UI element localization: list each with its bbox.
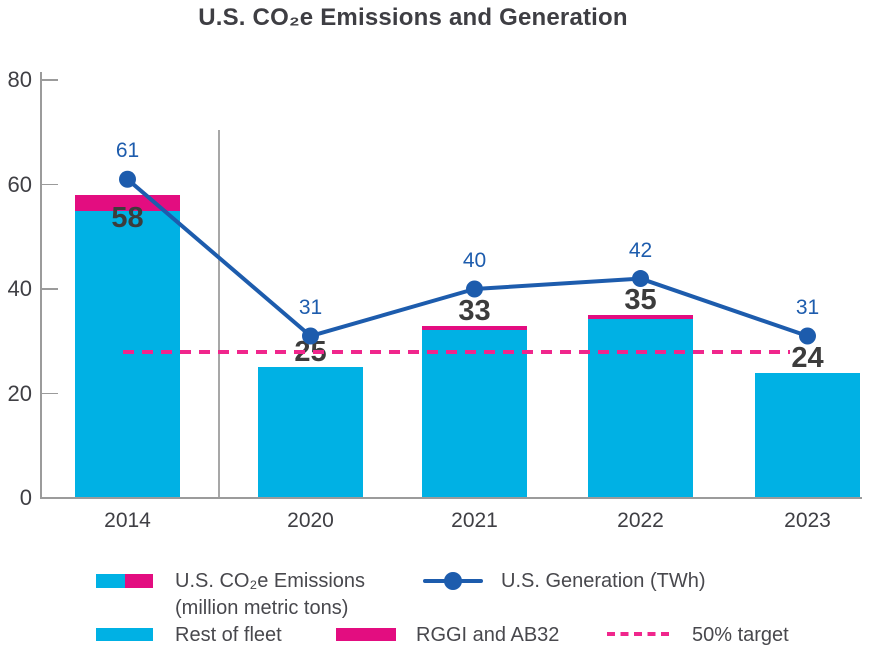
bar-value-label: 35	[624, 284, 657, 317]
y-axis-tick	[40, 392, 58, 395]
generation-line-path	[126, 177, 809, 339]
generation-data-point	[799, 327, 816, 345]
y-tick-label: 60	[7, 171, 32, 197]
bar-segment-rggi-ab32	[422, 325, 527, 330]
bar-segment-rggi-ab32	[588, 315, 693, 320]
y-axis-tick	[40, 183, 58, 186]
y-tick-label: 80	[7, 67, 32, 92]
bar-segment-rest-of-fleet	[258, 367, 363, 498]
generation-data-point	[632, 270, 649, 288]
bar-value-label: 24	[791, 341, 824, 374]
bar-segment-rest-of-fleet	[755, 372, 860, 498]
x-axis-label: 2023	[784, 509, 831, 532]
generation-data-point	[119, 170, 136, 188]
bar-segment-rest-of-fleet	[422, 329, 527, 498]
bar-segment-rest-of-fleet	[75, 210, 180, 498]
line-value-label: 31	[795, 296, 820, 320]
y-axis-tick	[40, 288, 58, 290]
generation-data-point	[302, 327, 319, 345]
y-axis-line	[40, 72, 42, 498]
bar-value-label: 58	[111, 201, 144, 234]
period-separator-line	[218, 130, 220, 498]
generation-data-point	[466, 280, 483, 298]
line-value-label: 31	[298, 296, 323, 320]
bar-segment-rggi-ab32	[75, 194, 180, 211]
x-axis-label: 2021	[451, 509, 498, 532]
y-tick-label: 40	[7, 276, 32, 301]
bar-value-label: 33	[458, 294, 491, 327]
x-axis-label: 2014	[104, 509, 151, 532]
line-value-label: 42	[628, 238, 653, 262]
line-value-label: 40	[462, 249, 487, 272]
x-axis-line	[40, 497, 862, 499]
line-value-label: 61	[115, 139, 140, 163]
x-axis-label: 2020	[287, 509, 334, 532]
chart-title: U.S. CO₂e Emissions and Generation	[198, 4, 628, 31]
y-tick-label: 0	[19, 485, 32, 510]
y-tick-label: 20	[7, 380, 32, 406]
bar-segment-rest-of-fleet	[588, 319, 693, 498]
x-axis-label: 2022	[617, 509, 664, 532]
y-axis-tick	[40, 79, 58, 81]
target-line	[123, 349, 790, 354]
